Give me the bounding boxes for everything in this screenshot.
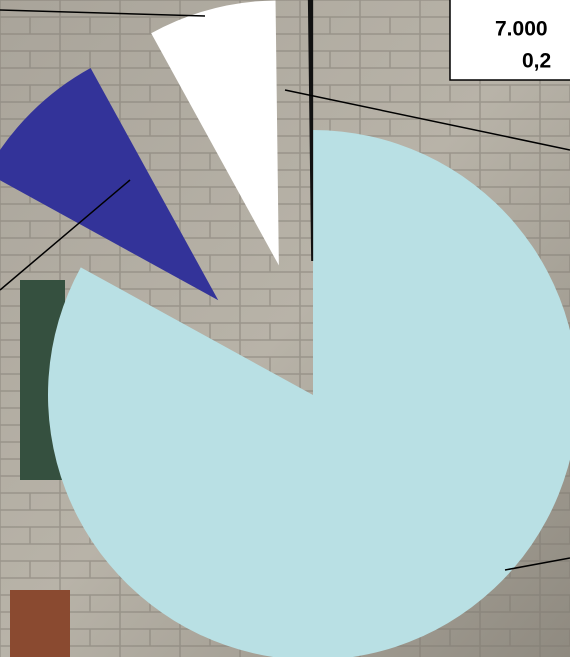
chart: 7.000 0,2 xyxy=(0,0,570,657)
value-label: 0,2 xyxy=(522,50,551,73)
slice-label: 7.000 xyxy=(495,18,548,41)
page: 7.000 0,2 (() => { const data = JSON.par… xyxy=(0,0,570,657)
flower-pot xyxy=(10,590,70,657)
